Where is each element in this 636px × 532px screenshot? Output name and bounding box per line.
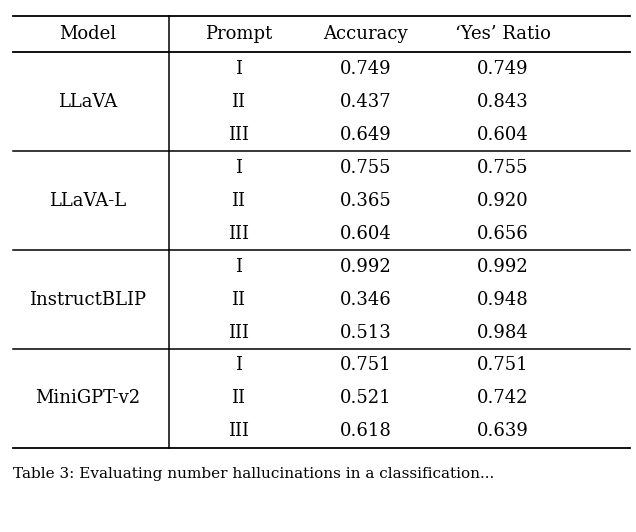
- Text: 0.618: 0.618: [340, 422, 392, 440]
- Text: 0.948: 0.948: [476, 290, 529, 309]
- Text: I: I: [235, 159, 242, 177]
- Text: I: I: [235, 356, 242, 375]
- Text: 0.992: 0.992: [340, 257, 392, 276]
- Text: MiniGPT-v2: MiniGPT-v2: [35, 389, 141, 408]
- Text: ‘Yes’ Ratio: ‘Yes’ Ratio: [455, 25, 550, 43]
- Text: 0.346: 0.346: [340, 290, 392, 309]
- Text: 0.751: 0.751: [476, 356, 529, 375]
- Text: I: I: [235, 60, 242, 78]
- Text: II: II: [232, 389, 245, 408]
- Text: 0.437: 0.437: [340, 93, 392, 111]
- Text: InstructBLIP: InstructBLIP: [29, 290, 146, 309]
- Text: 0.749: 0.749: [340, 60, 392, 78]
- Text: 0.992: 0.992: [476, 257, 529, 276]
- Text: 0.639: 0.639: [476, 422, 529, 440]
- Text: II: II: [232, 290, 245, 309]
- Text: 0.604: 0.604: [340, 225, 392, 243]
- Text: 0.365: 0.365: [340, 192, 392, 210]
- Text: 0.742: 0.742: [477, 389, 528, 408]
- Text: I: I: [235, 257, 242, 276]
- Text: 0.755: 0.755: [340, 159, 391, 177]
- Text: 0.751: 0.751: [340, 356, 392, 375]
- Text: 0.656: 0.656: [476, 225, 529, 243]
- Text: 0.755: 0.755: [477, 159, 528, 177]
- Text: LLaVA: LLaVA: [58, 93, 118, 111]
- Text: III: III: [228, 323, 249, 342]
- Text: LLaVA-L: LLaVA-L: [49, 192, 127, 210]
- Text: 0.649: 0.649: [340, 126, 392, 144]
- Text: 0.513: 0.513: [340, 323, 392, 342]
- Text: II: II: [232, 93, 245, 111]
- Text: II: II: [232, 192, 245, 210]
- Text: 0.749: 0.749: [476, 60, 529, 78]
- Text: 0.984: 0.984: [476, 323, 529, 342]
- Text: 0.843: 0.843: [476, 93, 529, 111]
- Text: 0.604: 0.604: [476, 126, 529, 144]
- Text: Prompt: Prompt: [205, 25, 272, 43]
- Text: III: III: [228, 225, 249, 243]
- Text: Accuracy: Accuracy: [323, 25, 408, 43]
- Text: 0.920: 0.920: [476, 192, 529, 210]
- Text: Table 3: Evaluating number hallucinations in a classification...: Table 3: Evaluating number hallucination…: [13, 467, 494, 480]
- Text: 0.521: 0.521: [340, 389, 392, 408]
- Text: Model: Model: [59, 25, 116, 43]
- Text: III: III: [228, 126, 249, 144]
- Text: III: III: [228, 422, 249, 440]
